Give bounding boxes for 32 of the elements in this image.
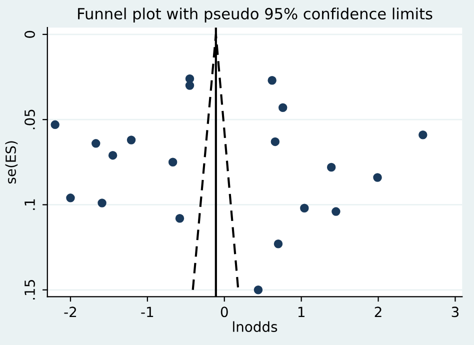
y-tick-label: .1 bbox=[24, 199, 35, 210]
point bbox=[274, 240, 283, 248]
x-tick-label: 0 bbox=[220, 306, 228, 318]
point bbox=[268, 76, 276, 85]
y-tick-label: .05 bbox=[24, 110, 35, 130]
x-tick-label: -2 bbox=[64, 306, 76, 317]
point bbox=[373, 173, 382, 182]
point bbox=[300, 204, 309, 213]
x-tick-label: 2 bbox=[374, 306, 382, 317]
point bbox=[168, 158, 178, 167]
y-tick-label: .15 bbox=[24, 280, 35, 300]
point bbox=[418, 130, 428, 140]
point bbox=[332, 207, 340, 216]
point bbox=[108, 150, 118, 160]
point bbox=[126, 136, 136, 144]
point bbox=[185, 81, 194, 90]
point bbox=[92, 139, 100, 148]
y-axis-title: se(ES) bbox=[5, 141, 18, 184]
point bbox=[270, 137, 280, 146]
point bbox=[66, 194, 75, 202]
x-tick-label: -1 bbox=[141, 306, 154, 317]
point bbox=[175, 214, 184, 223]
x-tick-label: 1 bbox=[298, 306, 304, 317]
point bbox=[326, 162, 336, 172]
point bbox=[98, 198, 106, 208]
x-tick-label: 3 bbox=[452, 306, 459, 318]
point bbox=[254, 286, 263, 294]
chart-title: Funnel plot with pseudo 95% confidence limits bbox=[78, 8, 432, 22]
point bbox=[50, 120, 60, 130]
x-axis-title: lnodds bbox=[233, 321, 278, 332]
y-tick-label: 0 bbox=[24, 30, 35, 38]
point bbox=[278, 103, 288, 112]
